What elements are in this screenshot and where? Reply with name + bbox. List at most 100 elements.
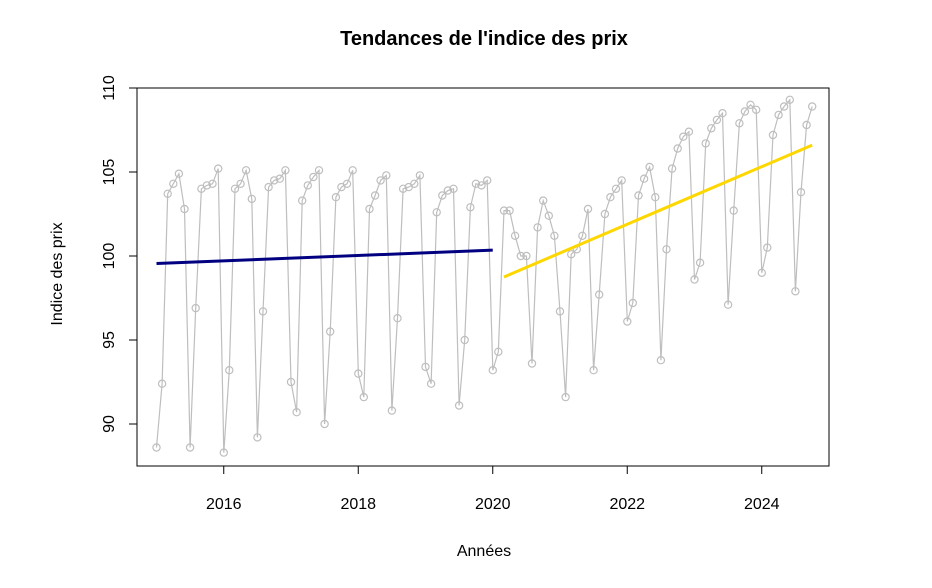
data-point xyxy=(578,231,587,240)
data-point xyxy=(628,298,638,308)
data-point xyxy=(539,196,548,205)
data-point xyxy=(701,139,710,148)
data-point xyxy=(505,206,514,215)
data-point xyxy=(438,191,447,200)
data-point xyxy=(270,176,279,185)
data-point xyxy=(213,164,223,173)
y-tick-label: 95 xyxy=(101,331,118,349)
data-point xyxy=(191,303,200,313)
data-point xyxy=(303,181,312,190)
data-point xyxy=(656,356,666,365)
data-point xyxy=(376,176,385,185)
y-axis-label: Indice des prix xyxy=(49,222,66,325)
data-layer xyxy=(152,95,817,457)
data-point xyxy=(180,204,189,214)
data-point xyxy=(583,204,593,214)
data-point xyxy=(589,366,598,375)
data-point xyxy=(348,166,357,175)
data-point xyxy=(595,290,604,299)
data-point xyxy=(359,392,368,402)
data-point xyxy=(230,184,240,193)
x-tick-label: 2022 xyxy=(609,496,645,513)
data-point xyxy=(634,191,643,200)
data-point xyxy=(449,184,458,193)
data-point xyxy=(219,448,228,457)
chart-title: Tendances de l'indice des prix xyxy=(340,28,628,50)
data-point xyxy=(494,347,503,356)
data-point xyxy=(443,186,453,195)
data-point xyxy=(202,181,212,190)
data-point xyxy=(157,379,167,388)
data-point xyxy=(533,223,542,232)
data-point xyxy=(600,209,610,219)
data-point xyxy=(757,268,767,277)
data-point xyxy=(516,251,526,261)
data-point xyxy=(527,359,537,368)
data-point xyxy=(752,105,761,115)
y-axis: 90 95 100 105 110 xyxy=(101,75,138,433)
x-axis: 2016 2018 2020 2022 2024 xyxy=(206,465,780,513)
data-point xyxy=(314,166,324,175)
data-point xyxy=(550,231,559,240)
data-point xyxy=(292,408,301,417)
x-axis-label: Années xyxy=(457,543,511,560)
plot-frame xyxy=(136,87,830,467)
data-point xyxy=(802,120,811,130)
data-point xyxy=(763,243,772,252)
data-point xyxy=(723,300,733,309)
data-point xyxy=(264,182,273,192)
data-point xyxy=(236,179,245,188)
x-tick-label: 2016 xyxy=(206,496,242,513)
data-point xyxy=(522,251,531,261)
data-point xyxy=(796,187,806,197)
data-point xyxy=(477,181,486,190)
data-point xyxy=(454,401,464,410)
data-point xyxy=(774,110,783,120)
data-point xyxy=(651,192,660,202)
data-point xyxy=(393,314,402,323)
data-point xyxy=(695,258,705,267)
data-point xyxy=(707,124,716,133)
data-point xyxy=(499,206,509,215)
data-point xyxy=(471,179,481,188)
data-point xyxy=(712,115,722,125)
data-point xyxy=(466,203,475,212)
data-point xyxy=(185,443,195,452)
data-point xyxy=(645,162,654,172)
data-point xyxy=(735,119,744,128)
trend-line-after-2020 xyxy=(503,143,813,279)
data-point xyxy=(247,194,256,204)
data-point xyxy=(768,130,778,140)
data-point xyxy=(286,377,296,387)
data-point xyxy=(152,443,161,452)
data-point xyxy=(253,433,262,442)
data-point xyxy=(460,335,469,345)
data-point xyxy=(639,174,649,183)
data-point xyxy=(779,102,789,111)
data-point xyxy=(174,169,184,178)
data-point xyxy=(567,250,576,259)
price-index-series-line xyxy=(155,98,813,453)
data-point xyxy=(785,95,795,105)
data-point xyxy=(258,307,268,316)
data-point xyxy=(342,179,352,188)
x-tick-label: 2018 xyxy=(340,496,376,513)
data-point xyxy=(690,275,699,284)
y-tick-label: 100 xyxy=(101,243,118,270)
data-point xyxy=(510,231,520,240)
trend-line-before-2020 xyxy=(156,248,493,266)
data-point xyxy=(729,206,738,215)
data-point xyxy=(623,317,632,326)
data-point xyxy=(410,179,419,188)
data-point xyxy=(415,171,425,180)
data-point xyxy=(617,176,626,185)
data-point xyxy=(740,107,750,116)
data-point xyxy=(398,184,408,193)
data-point xyxy=(382,171,391,180)
data-point xyxy=(298,196,307,205)
y-tick-label: 105 xyxy=(101,159,118,186)
data-point xyxy=(309,172,318,182)
data-point xyxy=(684,127,694,136)
data-point xyxy=(169,179,178,188)
